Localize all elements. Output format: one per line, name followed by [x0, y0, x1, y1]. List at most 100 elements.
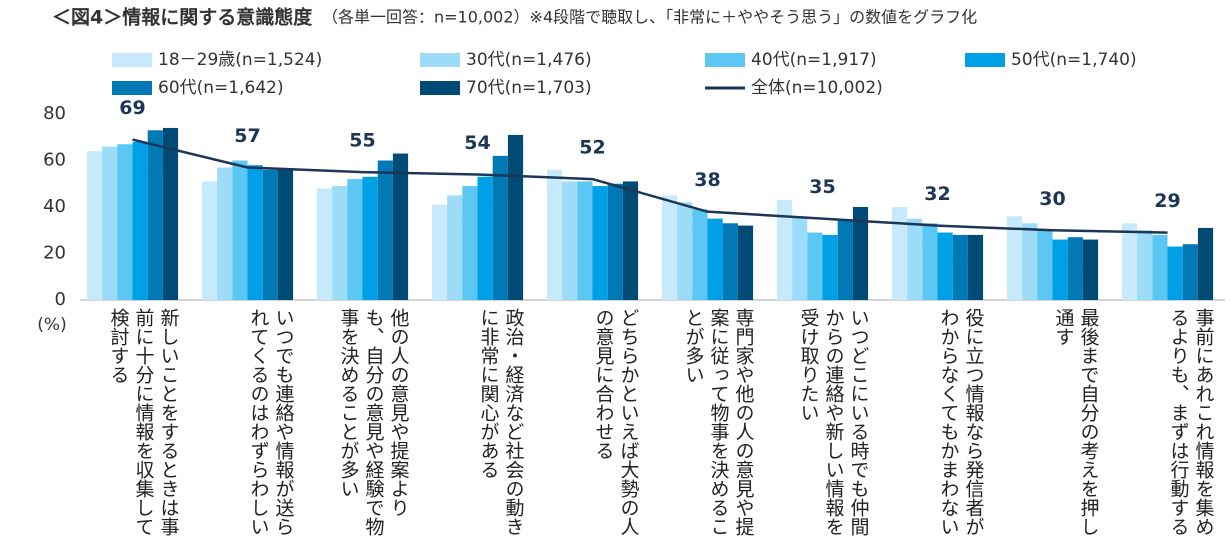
- bar: [1137, 230, 1153, 300]
- bar: [837, 220, 853, 300]
- bar: [922, 223, 938, 300]
- bar: [677, 202, 693, 300]
- bar: [102, 146, 118, 300]
- bar: [952, 234, 968, 300]
- bar: [592, 186, 608, 300]
- y-tick-label: 40: [43, 196, 66, 217]
- bar: [776, 200, 793, 300]
- bar: [332, 186, 348, 300]
- legend-swatch: [965, 53, 1005, 67]
- legend-swatch: [112, 53, 152, 67]
- bar: [316, 188, 333, 300]
- bar: [492, 155, 508, 300]
- bar: [347, 179, 363, 300]
- y-tick-label: 60: [43, 150, 66, 171]
- legend-swatch: [705, 53, 745, 67]
- data-label: 29: [1154, 190, 1180, 212]
- bar: [147, 130, 163, 300]
- legend-label: 40代(n=1,917): [751, 50, 877, 70]
- bar: [1167, 246, 1183, 300]
- bar: [937, 232, 953, 300]
- legend-label: 70代(n=1,703): [466, 78, 592, 98]
- bar: [201, 181, 218, 300]
- legend-label: 全体(n=10,002): [751, 78, 883, 98]
- legend-label: 18－29歳(n=1,524): [158, 50, 322, 70]
- bar: [1082, 239, 1099, 300]
- bar: [247, 165, 263, 300]
- bar: [967, 234, 984, 300]
- legend-swatch: [420, 81, 460, 95]
- bar: [262, 169, 278, 300]
- bar: [1197, 227, 1214, 300]
- bar: [217, 167, 233, 300]
- bar: [431, 204, 448, 300]
- bar: [132, 141, 148, 300]
- data-label: 52: [579, 137, 605, 159]
- bar: [562, 181, 578, 300]
- data-label: 69: [119, 97, 145, 119]
- bar: [232, 160, 248, 300]
- line: [132, 138, 1168, 234]
- bar: [1037, 230, 1053, 300]
- bar: [792, 216, 808, 300]
- x-tick-label: どちらかといえば大勢の人の意見に合わせる: [592, 308, 640, 536]
- bar: [546, 169, 563, 300]
- bar: [117, 144, 133, 300]
- bar: [1052, 239, 1068, 300]
- x-tick-label: 事前にあれこれ情報を集めるよりも、まずは行動する: [1167, 308, 1215, 536]
- bar: [392, 153, 409, 300]
- bar: [722, 223, 738, 300]
- x-tick-label: 役に立つ情報なら発信者がわからなくてもかまわない: [937, 308, 985, 536]
- bar: [477, 176, 493, 300]
- legend-swatch: [420, 53, 460, 67]
- bar: [737, 225, 754, 300]
- data-label: 32: [924, 183, 950, 205]
- data-label: 57: [234, 125, 260, 147]
- bar: [607, 183, 623, 300]
- x-tick-label: いつどこにいる時でも仲間からの連絡や新しい情報を受け取りたい: [797, 308, 870, 536]
- bar: [362, 176, 378, 300]
- bar: [907, 218, 923, 300]
- x-tick-label: 他の人の意見や提案よりも、自分の意見や経験で物事を決めることが多い: [337, 308, 410, 536]
- x-tick-label: 専門家や他の人の意見や提案に従って物事を決めることが多い: [682, 308, 755, 536]
- data-label: 55: [349, 130, 375, 152]
- bar: [277, 169, 294, 300]
- y-tick-label: 80: [43, 103, 66, 124]
- bar: [507, 134, 524, 300]
- y-tick-label: 20: [43, 243, 66, 264]
- legend-label: 50代(n=1,740): [1011, 50, 1137, 70]
- bar: [822, 234, 838, 300]
- legend-label: 60代(n=1,642): [158, 78, 284, 98]
- data-label: 35: [809, 176, 835, 198]
- bar: [447, 195, 463, 300]
- x-tick-label: 新しいことをするときは事前に十分に情報を収集して検討する: [107, 308, 180, 536]
- legend-swatch: [112, 81, 152, 95]
- bar: [622, 181, 639, 300]
- bar: [462, 186, 478, 300]
- bar: [1182, 244, 1198, 300]
- x-tick-label: 最後まで自分の考えを押し通す: [1052, 308, 1100, 536]
- bar: [1006, 216, 1023, 300]
- bar: [86, 151, 103, 300]
- bar: [1121, 223, 1138, 300]
- bar: [377, 160, 393, 300]
- chart-title: ＜図4＞情報に関する意識態度: [52, 6, 313, 29]
- legend-label: 30代(n=1,476): [466, 50, 592, 70]
- bar: [1067, 237, 1083, 300]
- bar: [807, 232, 823, 300]
- bar: [692, 209, 708, 300]
- bar: [852, 207, 869, 300]
- x-tick-label: 政治・経済など社会の動きに非常に関心がある: [477, 308, 525, 536]
- bar: [162, 127, 179, 300]
- data-label: 54: [464, 132, 490, 154]
- bar: [891, 207, 908, 300]
- y-tick-label: 0: [55, 289, 66, 310]
- y-unit: (%): [37, 315, 66, 335]
- bar: [1022, 223, 1038, 300]
- chart-subtitle: （各単一回答：n=10,002）※4段階で聴取し、「非常に＋ややそう思う」の数値…: [322, 8, 977, 27]
- bar: [661, 195, 678, 300]
- x-tick-label: いつでも連絡や情報が送られてくるのはわずらわしい: [247, 308, 295, 536]
- data-label: 30: [1039, 188, 1065, 210]
